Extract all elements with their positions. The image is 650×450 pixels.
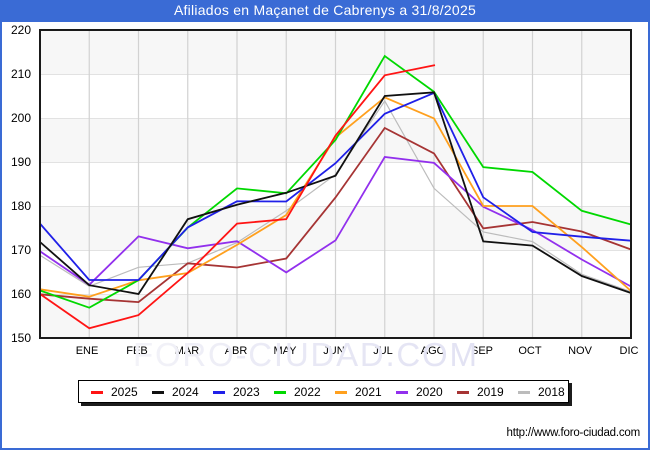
svg-text:FORO-CIUDAD.COM: FORO-CIUDAD.COM	[133, 336, 477, 373]
